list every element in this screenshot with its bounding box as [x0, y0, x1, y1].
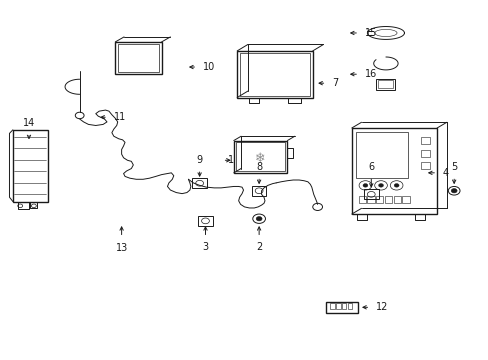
Bar	[235, 142, 285, 171]
Bar	[118, 44, 158, 72]
Bar	[335, 303, 340, 310]
Bar	[351, 128, 436, 214]
Text: 5: 5	[450, 162, 456, 172]
Text: 1: 1	[228, 155, 234, 165]
Bar	[355, 132, 407, 178]
Text: 7: 7	[331, 78, 338, 88]
Text: ❄: ❄	[255, 152, 265, 165]
Text: 3: 3	[202, 242, 208, 252]
Bar	[239, 53, 310, 96]
Bar	[341, 303, 346, 310]
Bar	[233, 140, 287, 173]
Bar	[251, 186, 266, 196]
Bar	[237, 51, 312, 98]
Text: 15: 15	[364, 28, 377, 38]
Text: 10: 10	[203, 62, 215, 72]
Circle shape	[450, 189, 456, 193]
Bar	[13, 130, 48, 202]
Text: 2: 2	[256, 242, 262, 252]
Text: 11: 11	[114, 112, 126, 122]
Bar	[375, 196, 383, 203]
Text: 16: 16	[364, 69, 376, 79]
Bar	[330, 303, 334, 310]
Bar	[198, 216, 212, 226]
Bar	[402, 196, 409, 203]
Bar	[192, 178, 206, 188]
Circle shape	[378, 184, 383, 187]
Text: 4: 4	[442, 168, 448, 178]
Bar	[393, 196, 400, 203]
Text: 12: 12	[375, 302, 388, 312]
Bar	[420, 162, 429, 169]
Circle shape	[362, 184, 367, 187]
Bar	[358, 196, 365, 203]
Bar	[420, 137, 429, 144]
Text: 6: 6	[367, 162, 374, 172]
Text: 9: 9	[196, 155, 203, 165]
Text: 13: 13	[115, 243, 127, 253]
Circle shape	[393, 184, 398, 187]
Bar	[377, 80, 392, 88]
Bar	[363, 189, 378, 199]
Bar	[375, 79, 394, 90]
Text: 8: 8	[256, 162, 262, 172]
Circle shape	[256, 217, 262, 221]
Bar	[420, 149, 429, 157]
Bar	[115, 42, 161, 74]
Bar	[366, 196, 374, 203]
Bar	[347, 303, 351, 310]
Bar	[326, 302, 357, 314]
Bar	[384, 196, 391, 203]
Text: 14: 14	[23, 118, 35, 129]
